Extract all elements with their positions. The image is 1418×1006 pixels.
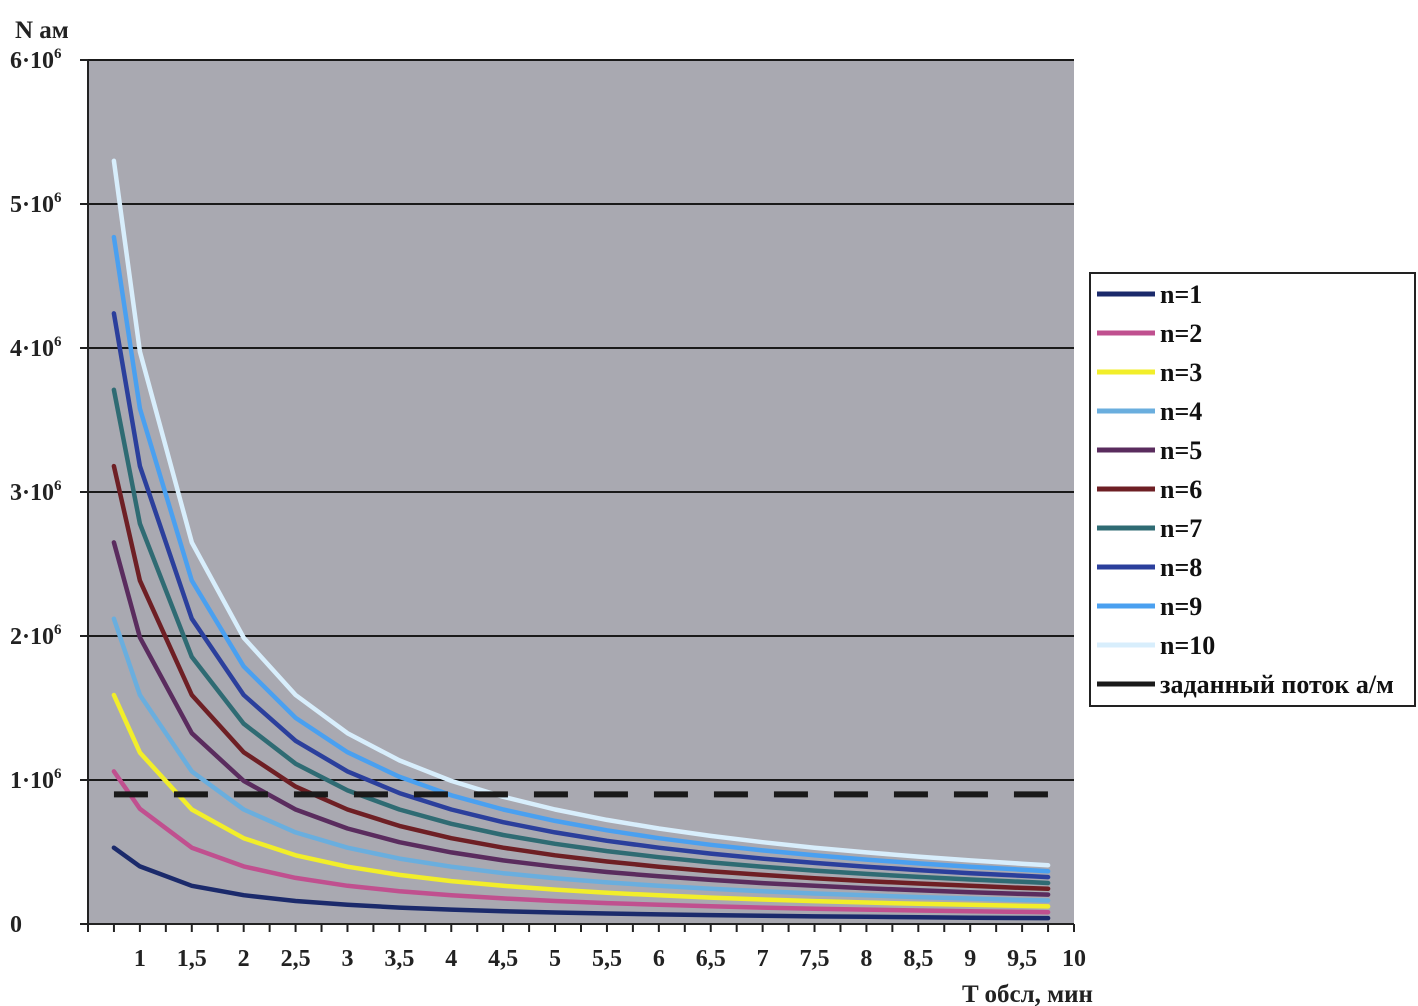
legend-label-7: n=8 xyxy=(1160,553,1202,582)
x-tick-labels: 1 1,5 2 2,5 3 3,5 4 4,5 5 5,5 6 6,5 7 7,5 8 8,5 9 9,5 10 xyxy=(134,946,1086,972)
series-line-n=6 xyxy=(111,463,1051,891)
series-line-n=2 xyxy=(111,769,1051,915)
x-tick-label-1: 1,5 xyxy=(177,946,207,972)
axes xyxy=(80,59,1075,932)
x-tick-label-6: 4 xyxy=(445,946,457,972)
x-tick-label-10: 6 xyxy=(653,946,665,972)
legend-label-1: n=2 xyxy=(1160,319,1202,348)
y-tick-labels: 0 1·106 2·106 3·106 4·106 5·106 6·106 xyxy=(10,46,62,938)
legend-label-9: n=10 xyxy=(1160,631,1215,660)
y-tick-label-3: 3·106 xyxy=(10,478,62,506)
x-tick-label-12: 7 xyxy=(757,946,769,972)
x-tick-label-8: 5 xyxy=(549,946,561,972)
y-tick-label-4: 4·106 xyxy=(10,334,62,362)
legend-label-3: n=4 xyxy=(1160,397,1202,426)
legend: n=1 n=2 n=3 n=4 n=5 n=6 n=7 n=8 n=9 n=10 заданный … xyxy=(1089,272,1416,707)
x-tick-label-9: 5,5 xyxy=(592,946,622,972)
series-line-n=4 xyxy=(111,616,1051,903)
legend-box xyxy=(1089,272,1416,707)
legend-label-8: n=9 xyxy=(1160,592,1202,621)
x-tick-label-16: 9 xyxy=(964,946,976,972)
y-axis-title: N ам xyxy=(15,17,69,44)
x-tick-label-15: 8,5 xyxy=(903,946,933,972)
x-tick-label-11: 6,5 xyxy=(696,946,726,972)
y-tick-label-6: 6·106 xyxy=(10,46,62,74)
x-axis-title: T обсл, мин xyxy=(962,981,1093,1006)
series-line-n=1 xyxy=(111,845,1051,921)
series-line-n=3 xyxy=(111,692,1051,909)
legend-label-5: n=6 xyxy=(1160,475,1202,504)
y-tick-label-2: 2·106 xyxy=(10,622,62,650)
series-line-n=5 xyxy=(111,540,1051,897)
series-line-n=7 xyxy=(111,387,1051,886)
x-tick-label-14: 8 xyxy=(860,946,872,972)
legend-label-6: n=7 xyxy=(1160,514,1202,543)
legend-label-4: n=5 xyxy=(1160,436,1202,465)
x-tick-label-7: 4,5 xyxy=(488,946,518,972)
series-line-n=10 xyxy=(111,158,1051,868)
x-tick-label-17: 9,5 xyxy=(1007,946,1037,972)
gridlines xyxy=(88,59,1074,781)
series-line-n=8 xyxy=(111,311,1051,880)
legend-label-10: заданный поток а/м xyxy=(1160,670,1394,699)
x-tick-label-5: 3,5 xyxy=(384,946,414,972)
x-tick-label-3: 2,5 xyxy=(281,946,311,972)
series-layer xyxy=(111,158,1051,921)
x-tick-label-18: 10 xyxy=(1062,946,1086,972)
y-tick-label-1: 1·106 xyxy=(10,766,62,794)
legend-label-2: n=3 xyxy=(1160,358,1202,387)
x-tick-label-4: 3 xyxy=(341,946,353,972)
x-tick-label-0: 1 xyxy=(134,946,146,972)
y-tick-label-5: 5·106 xyxy=(10,190,62,218)
x-tick-label-13: 7,5 xyxy=(800,946,830,972)
x-tick-label-2: 2 xyxy=(238,946,250,972)
series-line-n=9 xyxy=(111,234,1051,874)
legend-label-0: n=1 xyxy=(1160,280,1202,309)
y-tick-label-0: 0 xyxy=(10,912,22,938)
